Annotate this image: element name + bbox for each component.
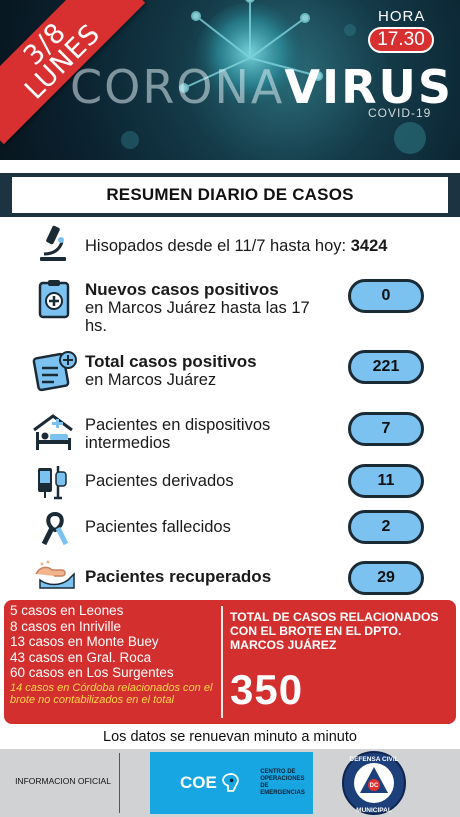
stat-deceased-text: Pacientes fallecidos <box>85 518 231 536</box>
positive-report-icon <box>38 280 70 319</box>
hora-time: 17.30 <box>368 27 434 53</box>
official-info-label: INFORMACION OFICIAL <box>15 776 111 786</box>
outbreak-panel: 5 casos en Leones 8 casos en Inriville 1… <box>4 600 456 724</box>
stat-recovered-bold: Pacientes recuperados <box>85 567 272 586</box>
coe-logo: COE CENTRO DE OPERACIONES DE EMERGENCIAS <box>150 752 313 814</box>
recovered-hands-icon <box>35 560 75 589</box>
stat-derived-value: 11 <box>348 464 424 498</box>
total-report-icon <box>32 351 77 392</box>
location-item: 43 casos en Gral. Roca <box>10 649 152 665</box>
header-banner: 3/8 LUNES HORA 17.30 CORONAVIRUS COVID-1… <box>0 0 460 160</box>
brand-bold: VIRUS <box>284 60 453 114</box>
stat-new-positive-label: Nuevos casos positivos en Marcos Juárez … <box>85 280 325 336</box>
iv-drip-icon <box>38 466 67 500</box>
location-item: 13 casos en Monte Buey <box>10 634 159 649</box>
stat-recovered-value: 29 <box>348 561 424 595</box>
stat-total-positive-bold: Total casos positivos <box>85 352 257 371</box>
footer: INFORMACION OFICIAL COE CENTRO DE OPERAC… <box>0 749 460 817</box>
coe-text: COE <box>180 773 217 792</box>
location-item: 5 casos en Leones <box>10 603 124 618</box>
hora-label: HORA <box>378 8 426 25</box>
stat-derived-label: Pacientes derivados <box>85 472 234 490</box>
brand-subtitle: COVID-19 <box>368 106 432 120</box>
civil-defense-seal-icon: DEFENSA CIVIL MUNICIPAL DC <box>342 751 406 815</box>
hospital-bed-icon <box>33 414 73 450</box>
swabs-value: 3424 <box>350 237 388 255</box>
location-note: 14 casos en Córdoba relacionados con el … <box>10 681 213 707</box>
outbreak-total-value: 350 <box>230 666 304 713</box>
mourning-ribbon-icon <box>41 511 69 546</box>
footer-divider <box>119 753 120 813</box>
stat-deceased-value: 2 <box>348 510 424 544</box>
swabs-label: Hisopados desde el 11/7 hasta hoy: <box>85 237 347 255</box>
brand-title: CORONAVIRUS <box>70 60 453 114</box>
update-note: Los datos se renuevan minuto a minuto <box>103 729 357 745</box>
seal-top-text: DEFENSA CIVIL <box>349 756 398 763</box>
location-list: 5 casos en Leones 8 casos en Inriville 1… <box>10 603 222 707</box>
stat-intermediate-value: 7 <box>348 412 424 446</box>
brand-light: CORONA <box>70 60 285 114</box>
stat-new-positive-value: 0 <box>348 279 424 313</box>
seal-bottom-text: MUNICIPAL <box>356 807 392 814</box>
summary-title: RESUMEN DIARIO DE CASOS <box>106 185 354 204</box>
panel-divider <box>221 606 223 718</box>
brain-circuit-icon <box>222 773 239 792</box>
summary-title-bar: RESUMEN DIARIO DE CASOS <box>0 173 460 217</box>
stat-new-positive-bold: Nuevos casos positivos <box>85 280 279 299</box>
microscope-icon <box>40 225 66 261</box>
stat-new-positive-text: en Marcos Juárez hasta las 17 hs. <box>85 299 310 335</box>
virus-background-icon <box>121 0 426 154</box>
stat-derived-text: Pacientes derivados <box>85 472 234 490</box>
stat-intermediate-label: Pacientes en dispositivos intermedios <box>85 416 305 452</box>
location-item: 8 casos en Inriville <box>10 618 122 634</box>
stat-deceased-label: Pacientes fallecidos <box>85 518 231 536</box>
location-item: 60 casos en Los Surgentes <box>10 665 174 680</box>
stat-intermediate-text: Pacientes en dispositivos intermedios <box>85 416 271 452</box>
stat-recovered-label: Pacientes recuperados <box>85 568 271 586</box>
coe-subtitle: CENTRO DE OPERACIONES DE EMERGENCIAS <box>260 769 305 796</box>
outbreak-total-label: TOTAL DE CASOS RELACIONADOS CON EL BROTE… <box>230 610 439 652</box>
swabs-line: Hisopados desde el 11/7 hasta hoy: 3424 <box>85 237 387 256</box>
stat-total-positive-text: en Marcos Juárez <box>85 371 217 389</box>
stat-total-positive-value: 221 <box>348 350 424 384</box>
stat-total-positive-label: Total casos positivos en Marcos Juárez <box>85 352 325 390</box>
seal-center-text: DC <box>370 783 379 789</box>
